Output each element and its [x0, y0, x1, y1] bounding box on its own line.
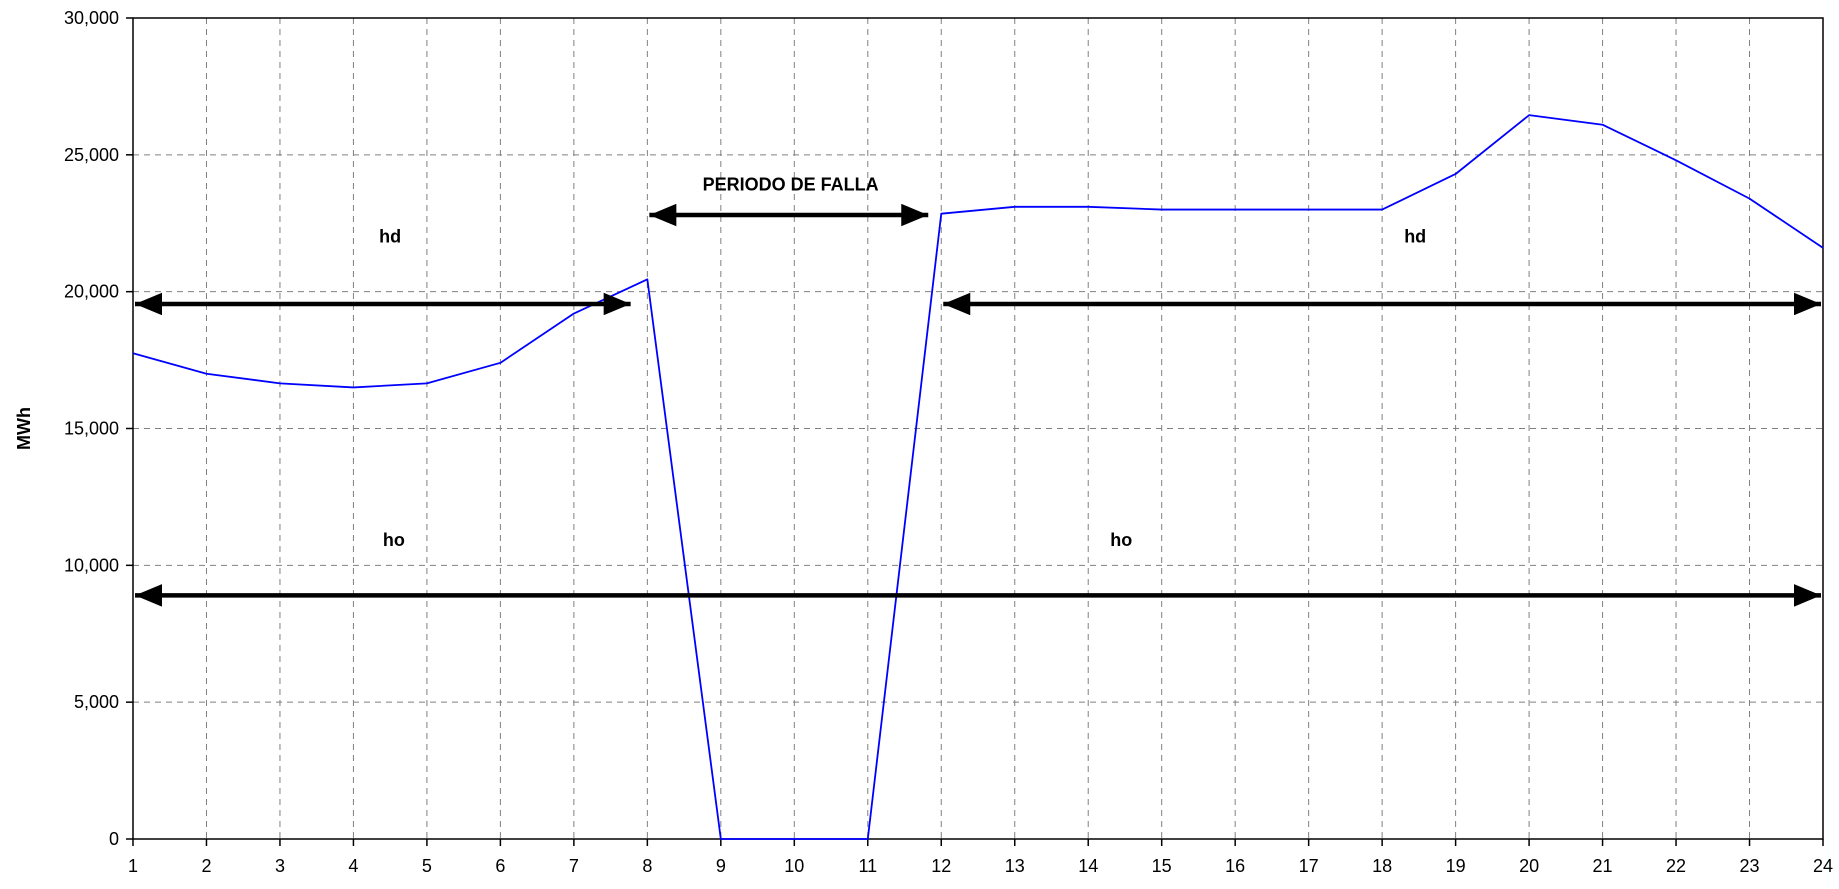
x-tick-label: 16 — [1225, 856, 1245, 876]
ho-left-label: ho — [383, 530, 405, 550]
y-tick-label: 30,000 — [64, 8, 119, 28]
x-tick-label: 4 — [348, 856, 358, 876]
y-tick-label: 5,000 — [74, 692, 119, 712]
y-tick-label: 10,000 — [64, 555, 119, 575]
x-tick-label: 11 — [858, 856, 877, 876]
x-tick-label: 9 — [716, 856, 726, 876]
hd-left-label: hd — [379, 226, 401, 246]
x-tick-label: 14 — [1078, 856, 1098, 876]
x-tick-label: 10 — [784, 856, 804, 876]
x-tick-label: 13 — [1005, 856, 1025, 876]
x-tick-label: 8 — [642, 856, 652, 876]
x-tick-label: 15 — [1152, 856, 1172, 876]
x-tick-label: 23 — [1740, 856, 1760, 876]
hd-right-label: hd — [1404, 226, 1426, 246]
x-tick-label: 20 — [1519, 856, 1539, 876]
x-tick-label: 5 — [422, 856, 432, 876]
x-tick-label: 17 — [1299, 856, 1319, 876]
x-tick-label: 6 — [495, 856, 505, 876]
y-tick-label: 20,000 — [64, 282, 119, 302]
x-tick-label: 7 — [569, 856, 579, 876]
x-tick-label: 2 — [201, 856, 211, 876]
x-tick-label: 24 — [1813, 856, 1833, 876]
ho-right-label: ho — [1110, 530, 1132, 550]
x-tick-label: 21 — [1593, 856, 1613, 876]
x-tick-label: 22 — [1666, 856, 1686, 876]
falla-label: PERIODO DE FALLA — [703, 174, 879, 194]
series-line — [132, 114, 1824, 840]
series-layer — [132, 114, 1824, 840]
y-tick-label: 15,000 — [64, 419, 119, 439]
grid — [133, 18, 1823, 839]
y-tick-label: 0 — [109, 829, 119, 849]
x-tick-label: 18 — [1372, 856, 1392, 876]
annotations: hd hd ho ho PERIODO DE FALLA — [135, 174, 1821, 607]
y-axis-label: MWh — [14, 407, 34, 450]
y-axis-ticks: 0 5,000 10,000 15,000 20,000 25,000 30,000 — [64, 8, 133, 849]
x-tick-label: 19 — [1446, 856, 1466, 876]
x-axis-ticks: 1 2 3 4 5 6 7 8 9 10 11 12 13 14 15 16 17 18 19 20 21 22 23 24 — [128, 839, 1833, 876]
y-tick-label: 25,000 — [64, 145, 119, 165]
x-tick-label: 12 — [931, 856, 951, 876]
x-tick-label: 1 — [128, 856, 138, 876]
x-tick-label: 3 — [275, 856, 285, 876]
